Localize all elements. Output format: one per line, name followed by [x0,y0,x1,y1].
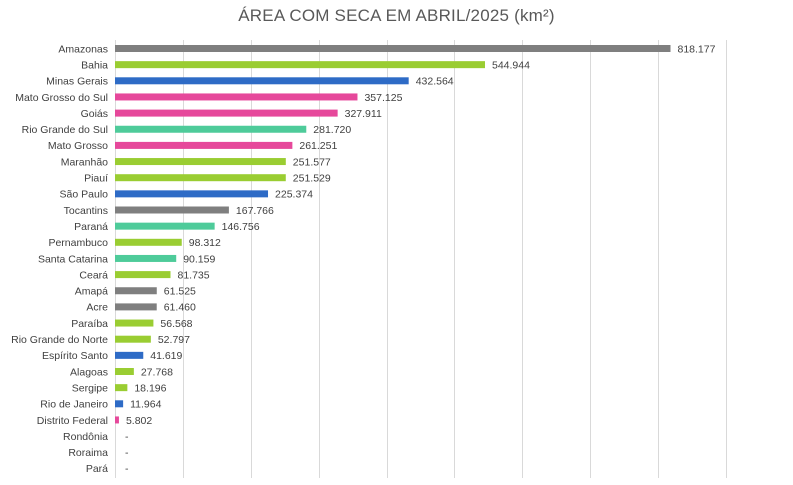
category-labels: Amazonas Bahia Minas Gerais Mato Grosso do … [11,43,108,475]
category-label: Goiás [81,108,108,120]
value-label: 61.460 [164,302,196,314]
category-label: Alagoas [70,366,108,378]
category-label: Acre [86,302,108,314]
bar [115,93,358,101]
bar [115,238,182,246]
bar [115,190,269,198]
value-label: 41.619 [150,350,182,362]
bar [115,351,144,359]
bar [115,77,409,85]
bar [115,141,293,149]
value-label: 27.768 [141,366,173,378]
chart-title: ÁREA COM SECA EM ABRIL/2025 (km²) [238,6,555,25]
category-label: Ceará [79,269,108,281]
category-label: Sergipe [72,382,108,394]
category-label: Mato Grosso do Sul [15,92,108,104]
bar [115,416,119,424]
value-label: 98.312 [189,237,221,249]
category-label: Piauí [84,173,108,185]
category-label: Rio Grande do Sul [22,124,108,136]
value-label: 251.529 [293,173,331,185]
value-label: 432.564 [416,76,454,88]
value-label: 281.720 [313,124,351,136]
value-label: 11.964 [130,399,161,411]
category-label: Paraná [74,221,108,233]
bar [115,303,157,311]
value-label: 5.802 [126,415,152,427]
category-label: Roraima [68,447,108,459]
value-labels: 818.177 544.944 432.564 357.125 327.911 281.7… [125,43,716,475]
bar [115,61,485,69]
bar [115,109,338,117]
value-label: 327.911 [345,108,382,120]
value-label: 61.525 [164,286,196,298]
value-label: 544.944 [492,59,530,71]
value-label: 146.756 [222,221,260,233]
category-label: Tocantins [64,205,108,217]
value-label: 18.196 [134,382,166,394]
value-label: - [125,463,129,475]
category-label: Espírito Santo [42,350,108,362]
bar [115,368,134,375]
category-label: Maranhão [61,156,108,168]
value-label: 818.177 [677,43,715,55]
value-label: 81.735 [177,269,209,281]
value-label: - [125,431,129,443]
value-label: 225.374 [275,189,313,201]
category-label: Rio de Janeiro [40,399,108,411]
category-label: Paraíba [71,318,108,330]
category-label: Minas Gerais [46,76,108,88]
category-label: Pernambuco [48,237,108,249]
value-label: 90.159 [183,253,215,265]
bar [115,125,307,133]
bar [115,158,286,166]
bar [115,222,215,230]
category-label: Bahia [81,59,108,71]
bars [115,45,671,424]
bar [115,400,124,408]
bar [115,319,154,327]
bar [115,271,171,279]
bar [115,206,229,214]
category-label: Pará [86,463,108,475]
category-label: Rondônia [63,431,108,443]
category-label: Mato Grosso [48,140,108,152]
value-label: 52.797 [158,334,190,346]
value-label: 261.251 [299,140,337,152]
value-label: 251.577 [293,156,331,168]
category-label: São Paulo [60,189,109,201]
bar [115,335,151,343]
category-label: Distrito Federal [37,415,108,427]
value-label: 56.568 [160,318,192,330]
category-label: Santa Catarina [38,253,108,265]
bar [115,254,177,262]
value-label: 167.766 [236,205,274,217]
category-label: Rio Grande do Norte [11,334,108,346]
category-label: Amapá [75,286,108,298]
bar [115,45,671,52]
bar [115,384,128,392]
bar [115,287,157,295]
category-label: Amazonas [58,43,108,55]
bar [115,174,286,182]
value-label: 357.125 [364,92,402,104]
value-label: - [125,447,129,459]
